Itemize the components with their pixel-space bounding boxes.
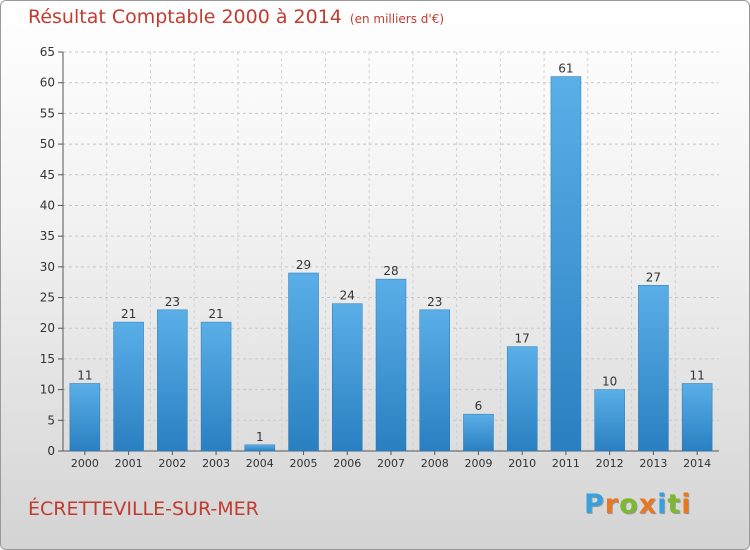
x-tick-label: 2007: [377, 457, 405, 470]
brand-logo: Proxiti: [584, 489, 692, 520]
labels: 0 5 10 15 20 25 30 35 40 45 50 55 60 65 11 2000 21 2001 23…: [40, 45, 711, 470]
y-tick-label: 40: [40, 198, 55, 212]
brand-letter: P: [584, 489, 605, 520]
bar-2005: [288, 272, 319, 452]
y-tick-label: 20: [40, 321, 55, 335]
bar-value-label: 1: [256, 430, 264, 444]
chart-title: Résultat Comptable 2000 à 2014 (en millie…: [28, 6, 444, 28]
bar-2001: [113, 321, 144, 452]
y-tick-label: 65: [40, 45, 55, 59]
bar-value-label: 21: [121, 307, 136, 321]
bar-value-label: 11: [689, 368, 704, 382]
bar-2014: [681, 383, 713, 452]
bar-value-label: 29: [296, 258, 311, 272]
y-tick-label: 45: [40, 168, 55, 182]
brand-letter: t: [667, 489, 682, 520]
bar-2008: [419, 309, 450, 452]
bar-2006: [332, 303, 363, 452]
y-tick-label: 25: [40, 291, 55, 305]
bar-2000: [69, 383, 101, 452]
y-tick-label: 50: [40, 137, 55, 151]
brand-letter: r: [604, 489, 620, 520]
bar-value-label: 23: [165, 295, 180, 309]
y-tick-label: 0: [47, 444, 55, 458]
y-tick-label: 60: [40, 76, 55, 90]
bar-2003: [200, 321, 232, 452]
y-tick-label: 30: [40, 260, 55, 274]
bar-value-label: 28: [383, 264, 398, 278]
bars: [69, 76, 713, 452]
bar-2010: [506, 346, 538, 452]
bar-2002: [157, 309, 188, 452]
bar-value-label: 17: [515, 332, 530, 346]
y-tick-label: 15: [40, 352, 55, 366]
bar-2009: [463, 413, 494, 452]
x-tick-label: 2005: [290, 457, 318, 470]
x-tick-label: 2008: [421, 457, 449, 470]
y-tick-label: 5: [47, 413, 55, 427]
bar-2004: [244, 444, 276, 452]
x-tick-label: 2004: [246, 457, 274, 470]
x-tick-label: 2002: [158, 457, 186, 470]
bar-value-label: 61: [558, 62, 573, 76]
y-tick-label: 10: [40, 383, 55, 397]
brand-letter: i: [657, 489, 668, 520]
x-tick-label: 2012: [596, 457, 624, 470]
bar-value-label: 23: [427, 295, 442, 309]
brand-letter: x: [638, 489, 658, 520]
bar-value-label: 27: [646, 270, 661, 284]
brand-letter: i: [681, 489, 692, 520]
chart-title-text: Résultat Comptable 2000 à 2014: [28, 6, 342, 28]
brand-letter: o: [619, 489, 639, 520]
grid-lines: [63, 51, 719, 451]
x-tick-label: 2006: [333, 457, 361, 470]
bar-value-label: 21: [208, 307, 223, 321]
chart-subtitle: (en milliers d'€): [349, 12, 445, 26]
x-tick-label: 2009: [464, 457, 492, 470]
bar-2013: [638, 285, 669, 452]
y-tick-label: 35: [40, 229, 55, 243]
bar-value-label: 24: [340, 289, 355, 303]
x-tick-label: 2001: [115, 457, 143, 470]
x-tick-label: 2000: [71, 457, 99, 470]
bar-2012: [594, 389, 625, 452]
bar-value-label: 6: [475, 399, 483, 413]
bar-2007: [375, 278, 407, 452]
x-tick-label: 2010: [508, 457, 536, 470]
commune-name: ÉCRETTEVILLE-SUR-MER: [28, 498, 259, 520]
x-tick-label: 2014: [683, 457, 711, 470]
y-tick-label: 55: [40, 106, 55, 120]
bar-value-label: 10: [602, 375, 617, 389]
x-tick-label: 2013: [639, 457, 667, 470]
x-tick-label: 2011: [552, 457, 580, 470]
x-tick-label: 2003: [202, 457, 230, 470]
bar-value-label: 11: [77, 368, 92, 382]
bar-2011: [550, 76, 582, 452]
